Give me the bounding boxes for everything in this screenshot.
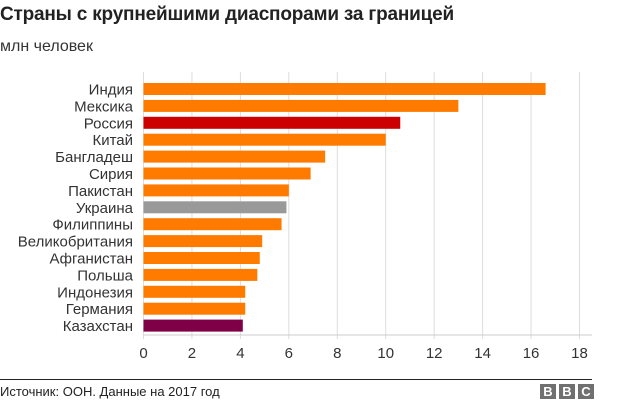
- tick-labels: 0 2 4 6 8 10 12 14 16 18: [139, 345, 588, 362]
- category-labels: ИндияМексикаРоссияКитайБангладешСирияПак…: [18, 82, 134, 336]
- category-label: Бангладеш: [55, 149, 133, 166]
- chart-subtitle: млн человек: [0, 38, 93, 55]
- x-tick-label: 2: [188, 345, 196, 362]
- category-label: Афганистан: [50, 251, 134, 268]
- bar: [143, 167, 311, 180]
- x-tick-label: 0: [139, 345, 147, 362]
- bar: [143, 268, 258, 281]
- source-note: Источник: ООН. Данные на 2017 год: [0, 384, 220, 399]
- category-label: Филиппины: [52, 217, 133, 234]
- bars: [143, 83, 546, 332]
- bar: [143, 302, 246, 315]
- bar: [143, 285, 246, 298]
- x-tick-label: 16: [523, 345, 540, 362]
- category-label: Индия: [89, 82, 133, 99]
- footer-divider: [0, 379, 592, 380]
- bar: [143, 319, 243, 332]
- bar: [143, 83, 546, 95]
- category-label: Сирия: [89, 166, 133, 183]
- bbc-logo-block: C: [578, 384, 594, 399]
- category-label: Индонезия: [57, 284, 133, 301]
- x-tick-label: 14: [474, 345, 491, 362]
- category-label: Китай: [92, 132, 133, 149]
- category-label: Мексика: [74, 98, 134, 115]
- chart-title: Страны с крупнейшими диаспорами за грани…: [0, 4, 454, 25]
- bar: [143, 201, 287, 214]
- bar: [143, 184, 289, 197]
- bar: [143, 99, 459, 112]
- category-label: Россия: [84, 115, 133, 132]
- bar: [143, 133, 386, 146]
- bar: [143, 116, 401, 129]
- bar: [143, 150, 326, 163]
- category-label: Казахстан: [63, 318, 133, 335]
- category-label: Великобритания: [18, 234, 133, 251]
- x-tick-label: 10: [377, 345, 394, 362]
- bbc-logo-block: B: [559, 384, 575, 399]
- bbc-logo-block: B: [540, 384, 556, 399]
- x-tick-label: 4: [236, 345, 244, 362]
- x-tick-label: 18: [571, 345, 588, 362]
- x-tick-label: 6: [285, 345, 293, 362]
- category-label: Пакистан: [68, 183, 133, 200]
- x-tick-label: 8: [333, 345, 341, 362]
- bbc-logo: B B C: [540, 384, 594, 399]
- bar: [143, 235, 263, 248]
- category-label: Польша: [77, 267, 133, 284]
- category-label: Германия: [66, 301, 133, 318]
- bar: [143, 218, 282, 231]
- bar: [143, 252, 260, 264]
- x-tick-label: 12: [426, 345, 443, 362]
- category-label: Украина: [76, 200, 134, 217]
